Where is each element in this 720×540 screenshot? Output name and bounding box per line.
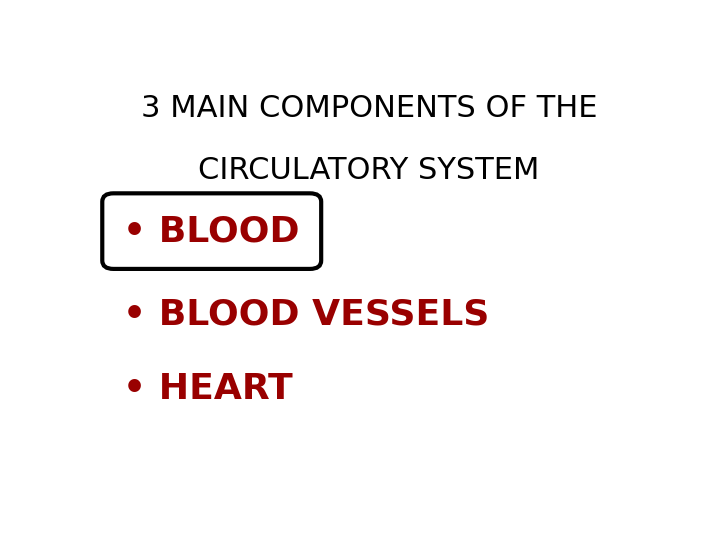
Text: • HEART: • HEART	[124, 372, 293, 406]
Text: • BLOOD VESSELS: • BLOOD VESSELS	[124, 298, 490, 331]
Text: • BLOOD: • BLOOD	[124, 214, 300, 248]
Text: CIRCULATORY SYSTEM: CIRCULATORY SYSTEM	[198, 156, 540, 185]
Text: 3 MAIN COMPONENTS OF THE: 3 MAIN COMPONENTS OF THE	[140, 94, 598, 123]
